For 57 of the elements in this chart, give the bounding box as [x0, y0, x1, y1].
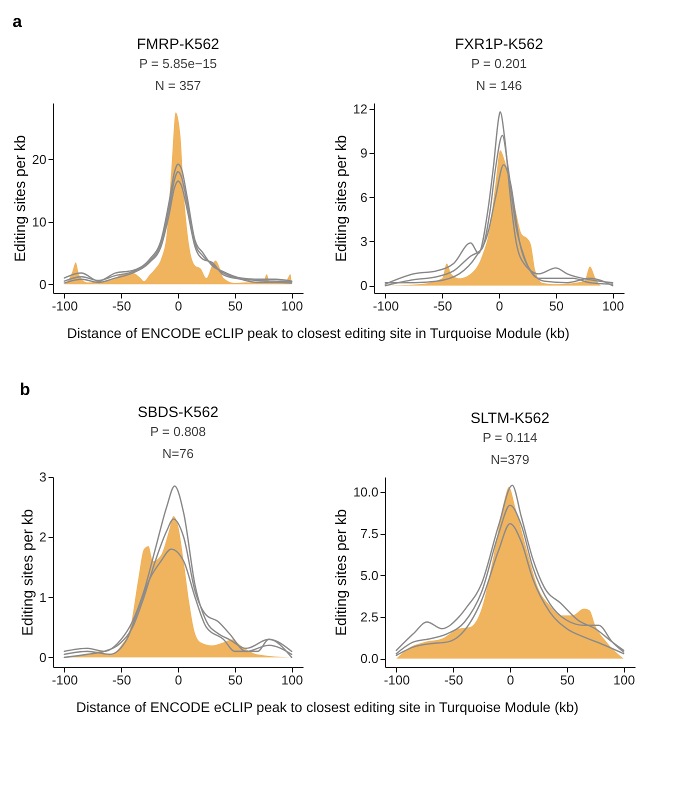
y-tick-label: 5.0	[360, 568, 378, 583]
x-tick-label: 100	[281, 298, 303, 314]
y-axis-title: Editing sites per kb	[333, 509, 350, 636]
text: N = 357	[155, 78, 201, 93]
x-tick-label: -100	[384, 672, 410, 688]
chart-subtitle: P = 0.201	[471, 56, 527, 71]
x-tick-label: -100	[372, 298, 399, 314]
text: N=76	[162, 446, 194, 461]
text: N=379	[490, 452, 530, 467]
y-tick-label: 3	[39, 470, 46, 484]
x-tick-label: 50	[549, 298, 564, 314]
y-axis-title: Editing sites per kb	[19, 509, 36, 636]
chart-subtitle: P = 0.114	[482, 430, 538, 445]
x-tick-label: 100	[281, 672, 303, 688]
x-tick-label: 100	[602, 298, 624, 314]
y-tick-label: 0	[360, 278, 368, 294]
x-tick-label: 50	[228, 672, 243, 688]
x-tick-label: -50	[433, 298, 452, 314]
chart-subtitle: P = 0.808	[150, 424, 206, 439]
x-tick-label: 50	[560, 672, 575, 688]
y-tick-label: 12	[353, 101, 368, 116]
x-axis-title: Distance of ENCODE eCLIP peak to closest editing site in Turquoise Module (kb)	[76, 699, 579, 715]
x-tick-label: -100	[52, 298, 78, 314]
x-tick-label: 50	[228, 298, 243, 314]
y-axis-title: Editing sites per kb	[12, 135, 30, 262]
text: b	[20, 380, 30, 399]
y-tick-label: 10.0	[353, 484, 378, 500]
y-tick-label: 0.0	[360, 651, 378, 666]
y-tick-label: 3	[360, 234, 368, 249]
y-tick-label: 0	[39, 276, 46, 292]
x-tick-label: -100	[52, 672, 78, 688]
chart-title: FMRP-K562	[136, 36, 220, 53]
x-tick-label: 0	[496, 298, 504, 314]
text: a	[12, 12, 23, 31]
y-axis-title: Editing sites per kb	[333, 135, 350, 262]
x-tick-label: 0	[174, 672, 182, 688]
x-tick-label: 0	[174, 298, 182, 314]
y-tick-label: 6	[360, 190, 368, 205]
x-tick-label: -50	[112, 672, 132, 688]
y-tick-label: 20	[32, 152, 46, 167]
x-axis-title: Distance of ENCODE eCLIP peak to closest editing site in Turquoise Module (kb)	[67, 325, 570, 341]
x-tick-label: 0	[506, 672, 514, 688]
x-tick-label: 100	[613, 672, 635, 688]
y-tick-label: 9	[360, 146, 368, 161]
chart-title: FXR1P-K562	[454, 36, 544, 53]
chart-title: SBDS-K562	[138, 404, 218, 421]
y-tick-label: 10	[32, 214, 46, 230]
y-tick-label: 1	[39, 590, 46, 605]
y-tick-label: 2.5	[360, 610, 378, 624]
y-tick-label: 2	[39, 530, 46, 545]
y-tick-label: 7.5	[360, 526, 378, 542]
y-tick-label: 0	[39, 650, 46, 665]
x-tick-label: -50	[444, 672, 464, 688]
chart-title: SLTM-K562	[470, 410, 550, 427]
chart-subtitle: P = 5.85e−15	[139, 56, 217, 71]
x-tick-label: -50	[112, 298, 132, 314]
text: N = 146	[476, 78, 522, 93]
